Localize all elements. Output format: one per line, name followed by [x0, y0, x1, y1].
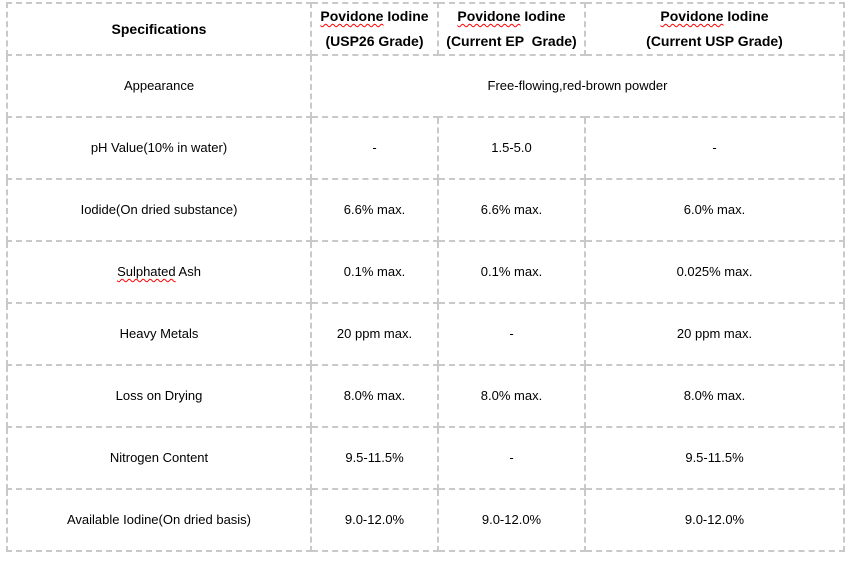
- value-cell: 6.6% max.: [310, 178, 439, 242]
- value-cell: 1.5-5.0: [437, 116, 586, 180]
- spec-text-rest: Ash: [175, 264, 201, 279]
- header-current-ep-grade: Povidone Iodine (Current EP Grade): [437, 2, 586, 56]
- value-cell: 9.5-11.5%: [310, 426, 439, 490]
- row-nitrogen-content: Nitrogen Content 9.5-11.5% - 9.5-11.5%: [6, 426, 845, 490]
- value-cell: 0.025% max.: [584, 240, 845, 304]
- misspelled-word: Povidone: [660, 8, 724, 24]
- value-cell: 20 ppm max.: [584, 302, 845, 366]
- header-grade-line: (USP26 Grade): [325, 33, 424, 49]
- specifications-table: Specifications Povidone Iodine (USP26 Gr…: [6, 2, 845, 552]
- header-product-line: Povidone Iodine: [440, 5, 583, 29]
- value-cell: 6.0% max.: [584, 178, 845, 242]
- value-cell: -: [584, 116, 845, 180]
- value-cell: 9.5-11.5%: [584, 426, 845, 490]
- table-header-row: Specifications Povidone Iodine (USP26 Gr…: [6, 2, 845, 56]
- spec-cell: Appearance: [6, 54, 312, 118]
- value-cell: -: [437, 302, 586, 366]
- misspelled-word: Povidone: [457, 8, 521, 24]
- spec-cell: Heavy Metals: [6, 302, 312, 366]
- value-cell: 9.0-12.0%: [437, 488, 586, 552]
- value-cell: 0.1% max.: [437, 240, 586, 304]
- header-usp26-grade: Povidone Iodine (USP26 Grade): [310, 2, 439, 56]
- value-cell: -: [310, 116, 439, 180]
- row-loss-on-drying: Loss on Drying 8.0% max. 8.0% max. 8.0% …: [6, 364, 845, 428]
- value-cell: 8.0% max.: [310, 364, 439, 428]
- header-grade-line: (Current EP Grade): [446, 33, 577, 49]
- row-heavy-metals: Heavy Metals 20 ppm max. - 20 ppm max.: [6, 302, 845, 366]
- header-product-line: Povidone Iodine: [313, 5, 436, 29]
- spec-cell: Nitrogen Content: [6, 426, 312, 490]
- product-name-rest: Iodine: [723, 8, 769, 24]
- row-iodide: Iodide(On dried substance) 6.6% max. 6.6…: [6, 178, 845, 242]
- misspelled-word: Povidone: [320, 8, 384, 24]
- product-name-rest: Iodine: [520, 8, 566, 24]
- value-cell-merged: Free-flowing,red-brown powder: [310, 54, 845, 118]
- product-name-rest: Iodine: [383, 8, 429, 24]
- value-cell: -: [437, 426, 586, 490]
- header-current-usp-grade: Povidone Iodine (Current USP Grade): [584, 2, 845, 56]
- spec-cell: Iodide(On dried substance): [6, 178, 312, 242]
- spec-cell: Sulphated Ash: [6, 240, 312, 304]
- value-cell: 0.1% max.: [310, 240, 439, 304]
- value-cell: 9.0-12.0%: [310, 488, 439, 552]
- header-specifications: Specifications: [6, 2, 312, 56]
- row-sulphated-ash: Sulphated Ash 0.1% max. 0.1% max. 0.025%…: [6, 240, 845, 304]
- value-cell: 8.0% max.: [584, 364, 845, 428]
- row-available-iodine: Available Iodine(On dried basis) 9.0-12.…: [6, 488, 845, 552]
- specifications-label: Specifications: [111, 20, 207, 37]
- spec-cell: Available Iodine(On dried basis): [6, 488, 312, 552]
- value-cell: 9.0-12.0%: [584, 488, 845, 552]
- value-cell: 8.0% max.: [437, 364, 586, 428]
- header-grade-line: (Current USP Grade): [646, 33, 783, 49]
- value-cell: 6.6% max.: [437, 178, 586, 242]
- value-cell: 20 ppm max.: [310, 302, 439, 366]
- row-appearance: Appearance Free-flowing,red-brown powder: [6, 54, 845, 118]
- misspelled-word: Sulphated: [117, 264, 176, 279]
- header-product-line: Povidone Iodine: [587, 5, 842, 29]
- row-ph-value: pH Value(10% in water) - 1.5-5.0 -: [6, 116, 845, 180]
- spec-cell: Loss on Drying: [6, 364, 312, 428]
- spec-cell: pH Value(10% in water): [6, 116, 312, 180]
